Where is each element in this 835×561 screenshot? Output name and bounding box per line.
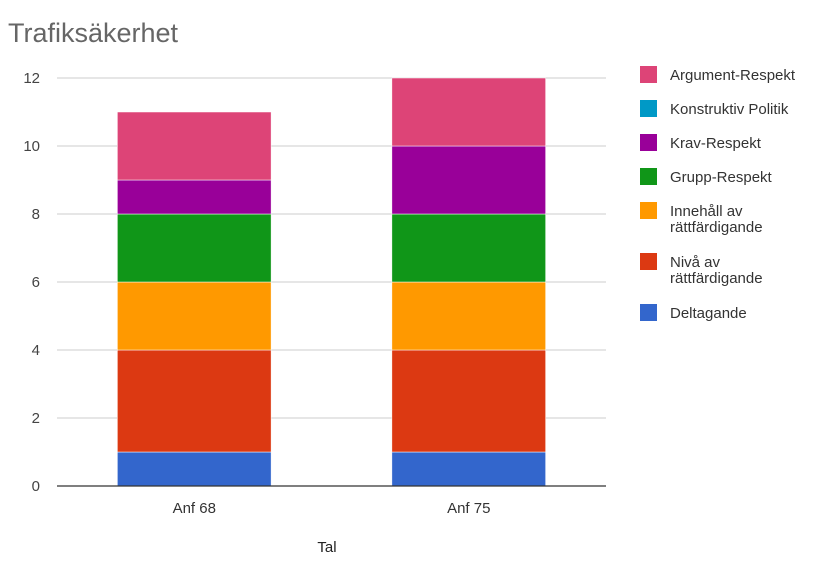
bar-segment[interactable] bbox=[391, 349, 546, 453]
y-tick-label: 4 bbox=[32, 342, 40, 359]
y-tick-label: 12 bbox=[23, 70, 40, 87]
bar-segment[interactable] bbox=[391, 281, 546, 351]
x-tick-label: Anf 68 bbox=[173, 500, 216, 517]
legend-item: Krav-Respekt bbox=[640, 134, 762, 152]
chart-title: Trafiksäkerhet bbox=[8, 18, 179, 48]
bar-segment[interactable] bbox=[391, 145, 546, 215]
y-tick-label: 10 bbox=[23, 138, 40, 155]
bar-segment[interactable] bbox=[391, 213, 546, 283]
x-tick-label: Anf 75 bbox=[447, 500, 490, 517]
y-tick-label: 8 bbox=[32, 206, 40, 223]
legend-label: Krav-Respekt bbox=[670, 135, 762, 152]
bar-segment[interactable] bbox=[391, 77, 546, 147]
legend-swatch bbox=[640, 134, 657, 151]
legend-swatch bbox=[640, 100, 657, 117]
legend-swatch bbox=[640, 253, 657, 270]
y-tick-label: 0 bbox=[32, 478, 40, 495]
legend-item: Grupp-Respekt bbox=[640, 168, 773, 186]
legend-label: Konstruktiv Politik bbox=[670, 101, 789, 118]
bars bbox=[117, 77, 546, 487]
legend-label: rättfärdigande bbox=[670, 270, 763, 287]
legend-label: Innehåll av bbox=[670, 203, 743, 220]
legend-swatch bbox=[640, 202, 657, 219]
bar-segment[interactable] bbox=[117, 281, 272, 351]
legend: Argument-Respekt Konstruktiv Politik Krav-… bbox=[640, 66, 796, 322]
legend-label: rättfärdigande bbox=[670, 219, 763, 236]
bar-segment[interactable] bbox=[117, 213, 272, 283]
bar-segment[interactable] bbox=[117, 179, 272, 215]
bar-segment[interactable] bbox=[117, 111, 272, 181]
legend-label: Nivå av bbox=[670, 254, 721, 271]
legend-item: Deltagande bbox=[640, 304, 747, 322]
axes: 0 2 4 6 8 10 12 Anf 68 Anf 75 bbox=[23, 70, 606, 517]
y-tick-label: 6 bbox=[32, 274, 40, 291]
bar-segment[interactable] bbox=[117, 451, 272, 487]
legend-swatch bbox=[640, 304, 657, 321]
legend-swatch bbox=[640, 66, 657, 83]
bar-segment[interactable] bbox=[117, 349, 272, 453]
legend-item: Argument-Respekt bbox=[640, 66, 796, 84]
bar-segment[interactable] bbox=[391, 451, 546, 487]
legend-label: Deltagande bbox=[670, 305, 747, 322]
x-axis-title: Tal bbox=[317, 539, 336, 556]
legend-label: Grupp-Respekt bbox=[670, 169, 773, 186]
legend-label: Argument-Respekt bbox=[670, 67, 796, 84]
legend-swatch bbox=[640, 168, 657, 185]
legend-item: Konstruktiv Politik bbox=[640, 100, 789, 118]
y-tick-label: 2 bbox=[32, 410, 40, 427]
